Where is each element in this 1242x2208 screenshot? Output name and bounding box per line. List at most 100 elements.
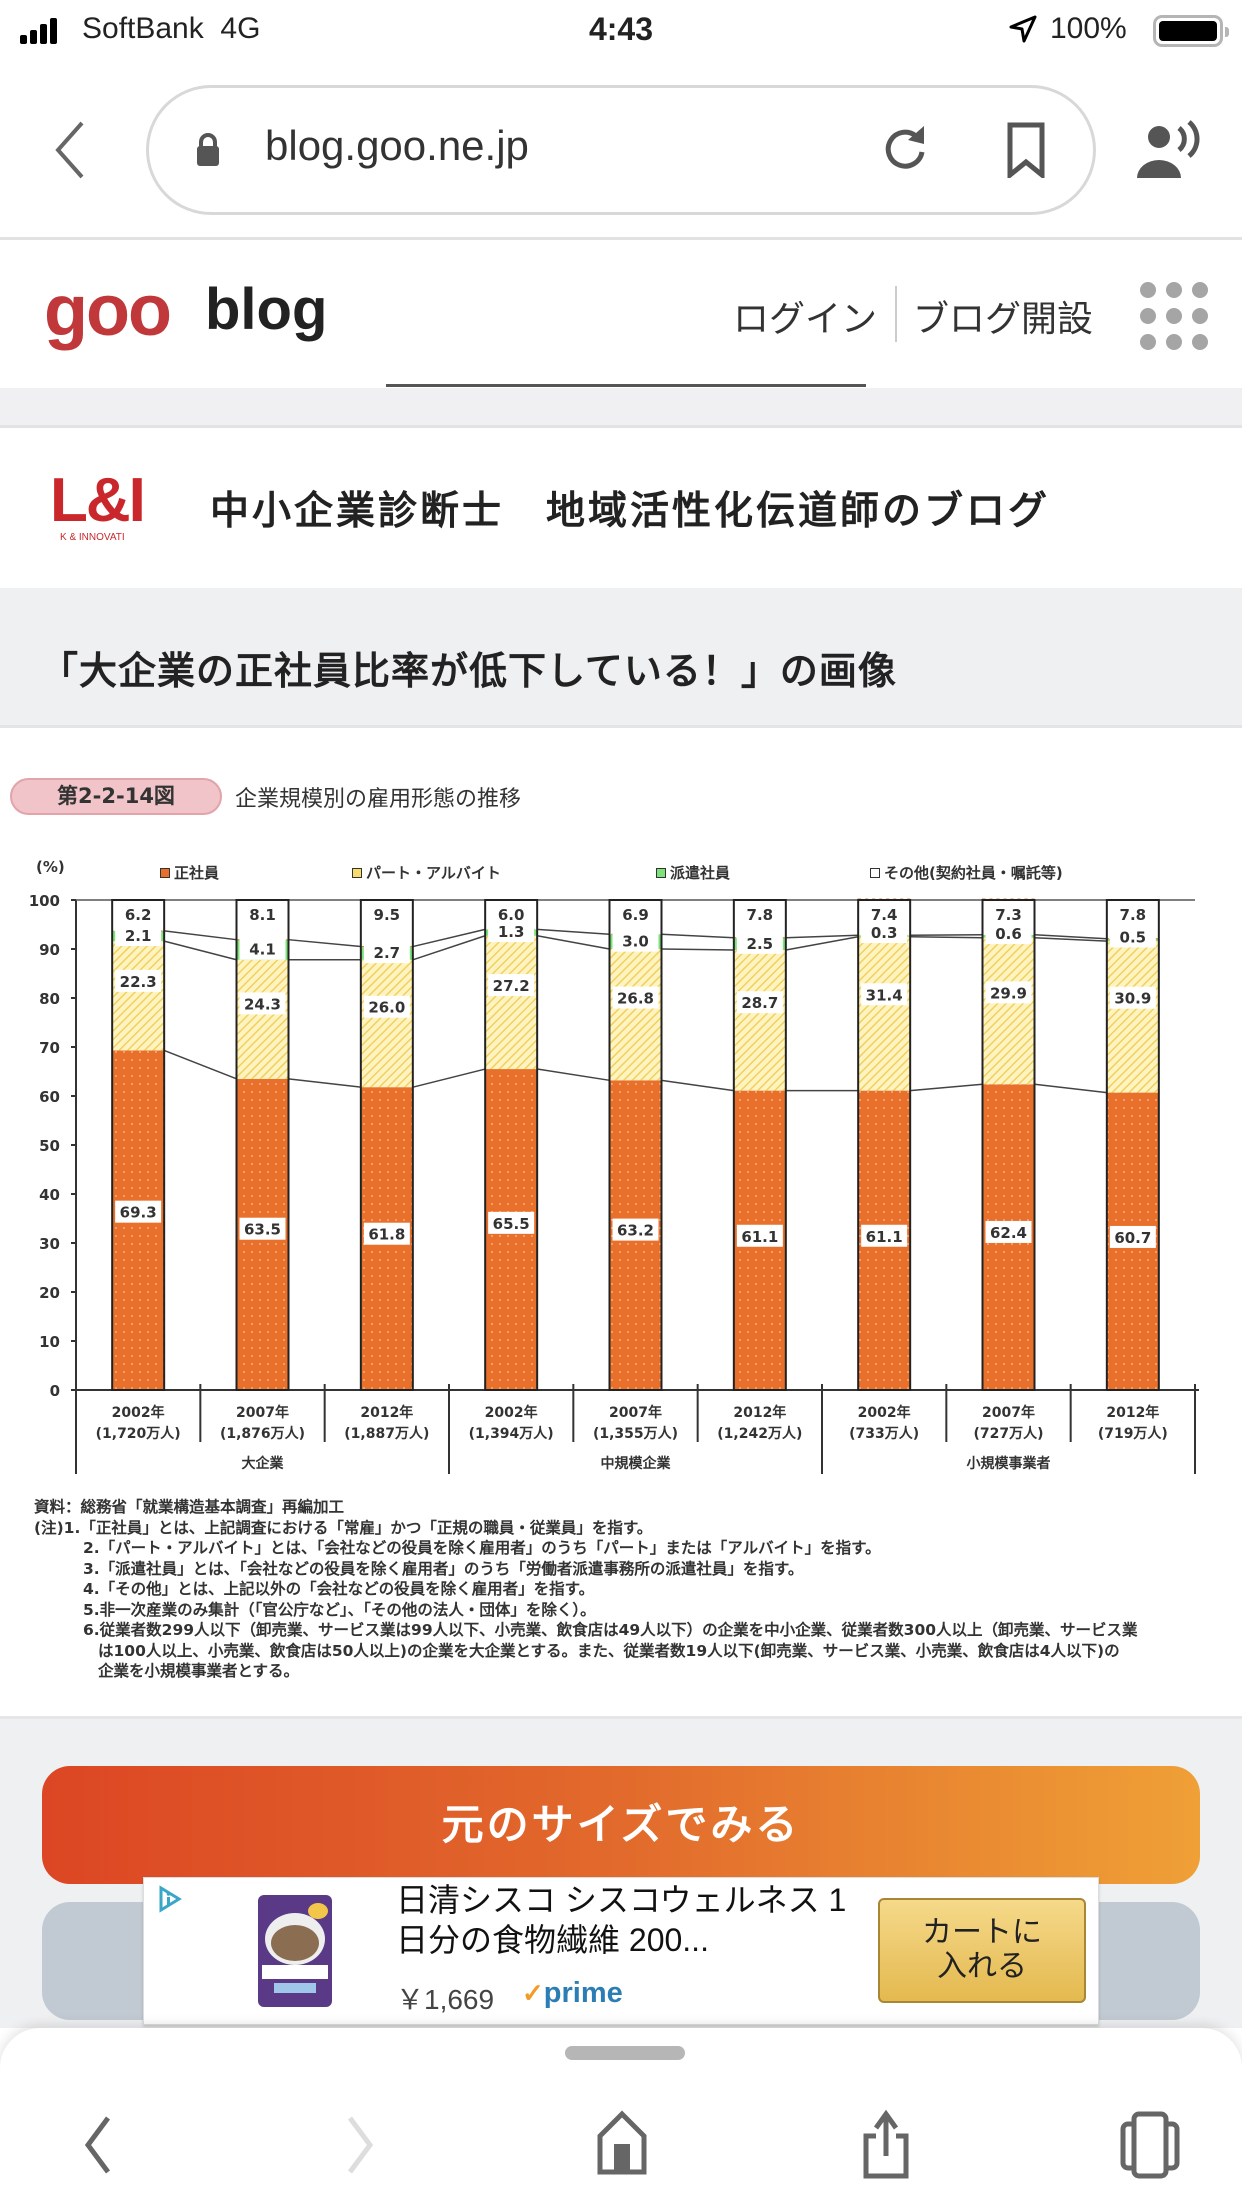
data-label: 0.3 <box>871 924 898 942</box>
add-to-cart-button[interactable]: カートに 入れる <box>878 1898 1086 2003</box>
data-label: 3.0 <box>622 933 649 951</box>
bar-segment <box>733 949 786 1091</box>
series-connector-line <box>537 928 610 936</box>
create-blog-link[interactable]: ブログ開設 <box>913 299 1094 340</box>
note-3: 3.「派遣社員」とは、「会社などの役員を除く雇用者」のうち「労働者派遣事務所の派… <box>83 1559 804 1578</box>
group-label: 小規模事業者 <box>967 1455 1051 1472</box>
data-label-bg <box>985 981 1032 1004</box>
legend-dispatch: 派遣社員 <box>656 862 730 883</box>
location-icon <box>1009 15 1037 43</box>
data-label: 0.6 <box>995 925 1022 943</box>
data-label: 63.2 <box>617 1222 654 1240</box>
adchoices-icon[interactable] <box>155 1884 185 1914</box>
blog-title[interactable]: 中小企業診断士 地域活性化伝道師のブログ <box>210 489 1051 534</box>
bar-segment <box>360 959 413 1088</box>
figure-notes: 資料：総務省「就業構造基本調査」再編加工 (注)1.「正社員」とは、上記調査にお… <box>34 1497 1224 1682</box>
data-label: 1.3 <box>498 923 525 941</box>
x-tick-label: 2012年 <box>733 1404 786 1421</box>
legend-other: その他(契約社員・嘱託等) <box>870 862 1063 883</box>
view-original-size-button[interactable]: 元のサイズでみる <box>42 1766 1200 1884</box>
data-label-bg <box>115 969 162 992</box>
series-connector-line <box>537 935 610 950</box>
data-label-bg <box>736 1224 783 1247</box>
x-tick-label: 2002年 <box>485 1404 538 1421</box>
blog-logo[interactable]: L&I <box>50 466 146 535</box>
voice-reader-icon[interactable] <box>1135 120 1205 180</box>
drag-handle[interactable] <box>565 2046 685 2060</box>
clock: 4:43 <box>588 11 654 47</box>
data-label: 29.9 <box>990 984 1027 1002</box>
x-tick-sublabel: (1,242万人) <box>717 1425 802 1442</box>
tabs-icon[interactable] <box>1120 2110 1180 2180</box>
series-connector-line <box>1034 1083 1107 1094</box>
x-tick-sublabel: (1,720万人) <box>96 1425 181 1442</box>
bar-segment <box>858 936 911 1091</box>
battery-percent: 100% <box>1050 12 1127 45</box>
note-4: 4.「その他」とは、上記以外の「会社などの役員を除く雇用者」を指す。 <box>83 1580 595 1598</box>
page-title: 「大企業の正社員比率が低下している！」の画像 <box>40 649 897 693</box>
data-label: 0.5 <box>1120 928 1147 946</box>
data-label: 6.0 <box>498 906 525 924</box>
login-link[interactable]: ログイン <box>733 299 878 340</box>
goo-logo[interactable]: goo <box>44 271 172 351</box>
data-label-bg <box>985 1220 1032 1243</box>
series-connector-line <box>785 936 859 951</box>
bar-segment <box>609 949 662 1081</box>
data-label-bg <box>363 941 410 964</box>
data-label: 6.2 <box>125 906 152 924</box>
series-connector-line <box>661 933 734 939</box>
series-connector-line <box>288 938 361 948</box>
data-label: 30.9 <box>1114 990 1151 1008</box>
bar-segment <box>236 959 289 1079</box>
data-label-bg <box>736 991 783 1014</box>
x-tick-sublabel: (1,887万人) <box>344 1425 429 1442</box>
carrier: SoftBank 4G <box>82 12 261 45</box>
header-divider <box>895 286 897 342</box>
bar-outline <box>111 899 166 1391</box>
data-label-bg <box>861 983 908 1006</box>
x-tick-label: 2002年 <box>858 1404 911 1421</box>
grid-menu-icon[interactable] <box>1140 282 1208 350</box>
data-label: 6.9 <box>622 906 649 924</box>
figure-number: 第2-2-14図 <box>10 778 222 815</box>
data-label-bg <box>239 1217 286 1240</box>
product-image[interactable] <box>250 1893 340 2009</box>
goo-blog-label[interactable]: blog <box>205 277 328 342</box>
data-label: 8.1 <box>249 906 276 924</box>
series-connector-line <box>412 935 486 961</box>
reload-icon[interactable] <box>880 122 932 178</box>
series-connector-line <box>288 1078 361 1088</box>
home-icon[interactable] <box>596 2110 648 2180</box>
y-axis-unit: (%) <box>36 858 65 876</box>
url-text[interactable]: blog.goo.ne.jp <box>265 122 529 169</box>
stacked-bar-chart: 0 10 20 30 40 50 60 70 80 90 100 69.3 22.3 2.1 6.2 2002… <box>29 892 1199 1474</box>
data-label: 27.2 <box>493 977 530 995</box>
x-tick-label: 2007年 <box>609 1404 662 1421</box>
y-tick-label: 40 <box>39 1186 60 1204</box>
blog-banner[interactable] <box>0 431 1242 586</box>
bar-segment <box>1106 941 1159 1093</box>
nav-back-icon[interactable] <box>78 2110 118 2180</box>
x-tick-sublabel: (733万人) <box>849 1425 919 1442</box>
share-icon[interactable] <box>860 2110 912 2180</box>
data-label-bg <box>1109 925 1156 948</box>
data-label: 2.5 <box>747 935 774 953</box>
data-label-bg <box>985 903 1032 925</box>
data-label-bg <box>861 921 908 944</box>
data-label-bg <box>363 903 410 925</box>
series-connector-line <box>412 1068 486 1088</box>
y-tick-label: 50 <box>39 1137 60 1155</box>
back-icon[interactable] <box>52 120 88 180</box>
note-6: 6.従業者数299人以下（卸売業、サービス業は99人以下、小売業、飲食店は49人… <box>83 1621 1138 1639</box>
address-bar[interactable] <box>146 85 1096 215</box>
nav-forward-icon[interactable] <box>340 2110 380 2180</box>
data-label-bg <box>1109 1225 1156 1248</box>
ad-product-title[interactable]: 日清シスコ シスコウェルネス 1日分の食物繊維 200... <box>396 1882 847 1958</box>
data-label-bg <box>488 903 535 925</box>
data-label: 61.1 <box>741 1228 778 1246</box>
data-label-bg <box>736 903 783 925</box>
series-connector-line <box>163 940 237 961</box>
bookmark-icon[interactable] <box>1004 122 1048 178</box>
blog-logo-sub: K & INNOVATI <box>60 532 125 543</box>
data-label-bg <box>363 995 410 1018</box>
